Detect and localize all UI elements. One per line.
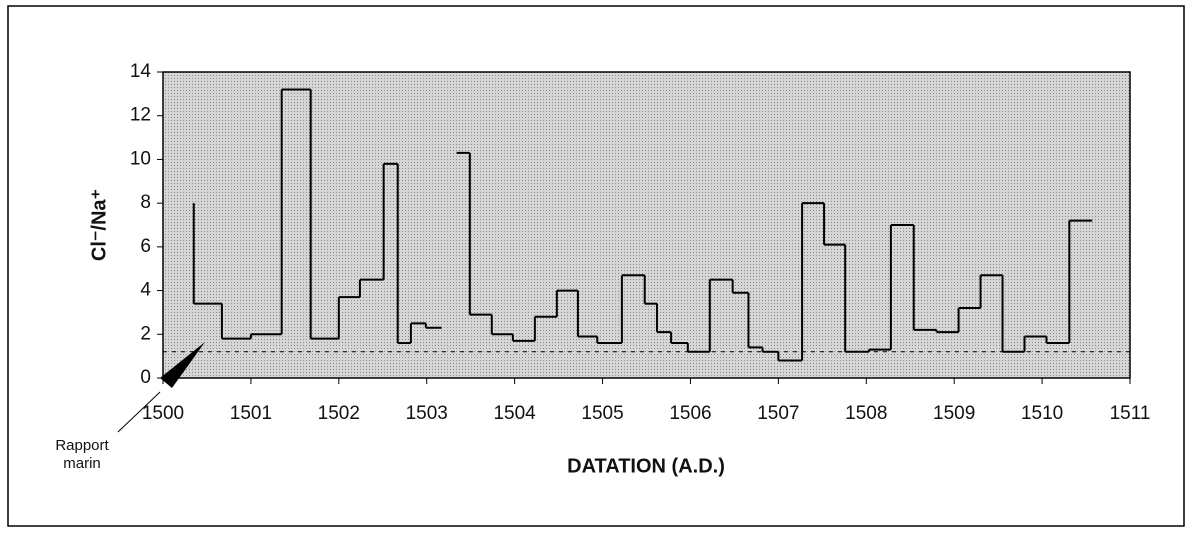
y-tick-label: 6 [140, 236, 151, 257]
annotation-line: marin [63, 455, 101, 472]
frame [7, 5, 1185, 527]
y-tick-label: 12 [130, 105, 151, 126]
arrow-head [160, 342, 205, 388]
x-tick-label: 1509 [933, 403, 975, 424]
annotation: Rapport marin [55, 437, 109, 472]
x-axis-label: DATATION (A.D.) [567, 455, 725, 477]
y-tick-label: 14 [130, 61, 152, 82]
annotation-arrow [117, 391, 161, 433]
x-tick-label: 1502 [318, 403, 360, 424]
y-tick-label: 10 [130, 148, 151, 169]
x-tick-label: 1501 [230, 403, 272, 424]
x-tick-label: 1503 [406, 403, 448, 424]
annotation-line: Rapport [55, 437, 109, 454]
y-tick-label: 0 [140, 367, 151, 388]
x-tick-label: 1507 [757, 403, 799, 424]
x-tick-label: 1500 [142, 403, 184, 424]
x-tick-label: 1505 [581, 403, 623, 424]
x-tick-label: 1510 [1021, 403, 1063, 424]
x-tick-label: 1508 [845, 403, 887, 424]
y-axis-label: Cl⁻/Na⁺ [88, 189, 110, 261]
plot-area [162, 71, 1131, 379]
x-tick-label: 1504 [493, 403, 536, 424]
x-tick-label: 1506 [669, 403, 711, 424]
y-tick-label: 4 [140, 280, 151, 301]
x-tick-label: 1511 [1110, 403, 1151, 424]
y-tick-label: 2 [140, 323, 151, 344]
y-tick-label: 8 [140, 192, 151, 213]
